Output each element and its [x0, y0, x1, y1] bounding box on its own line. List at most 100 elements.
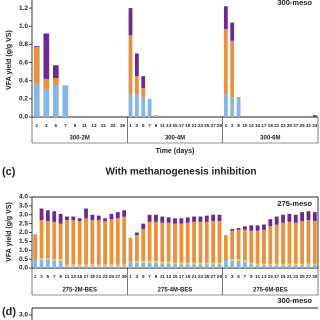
bar-segment	[236, 229, 241, 260]
annotation: 300-meso	[277, 296, 312, 305]
bar-segment	[33, 83, 40, 117]
y-tick-label: 0.4	[19, 77, 28, 84]
bar-segment	[230, 259, 235, 261]
x-tick-label: 27	[293, 123, 299, 128]
x-tick-label: 9	[155, 274, 158, 279]
bar-segment	[262, 224, 266, 230]
bar-segment	[65, 264, 69, 267]
bar-segment	[52, 211, 57, 222]
panel-label: (c)	[2, 166, 16, 178]
bar-segment	[160, 263, 165, 268]
bar-segment	[300, 263, 305, 266]
bar-segment	[134, 235, 139, 261]
bar-segment	[281, 222, 285, 264]
x-tick-label: 15	[172, 123, 178, 128]
x-tick-label: 25	[204, 274, 210, 279]
bar-segment	[65, 266, 69, 268]
bar-segment	[154, 260, 158, 263]
x-tick-label: 1	[225, 274, 228, 279]
bar-segment	[96, 264, 101, 267]
group-label: 275-4M-BES	[158, 288, 193, 294]
bar-segment	[141, 76, 146, 88]
bar-segment	[300, 220, 305, 264]
x-tick-label: 13	[71, 274, 77, 279]
x-tick-label: 23	[103, 274, 109, 279]
x-tick-label: 5	[142, 123, 145, 128]
bar-segment	[211, 262, 216, 265]
bar-segment	[249, 262, 254, 265]
bar-segment	[160, 216, 165, 223]
bar-segment	[255, 263, 260, 266]
bar-segment	[39, 260, 44, 268]
bar-segment	[173, 218, 177, 224]
bar-segment	[84, 208, 88, 219]
bar-segment	[128, 237, 133, 262]
x-tick-label: 21	[287, 274, 293, 279]
bar-segment	[58, 213, 63, 224]
x-tick-label: 29	[300, 123, 306, 128]
x-tick-label: 23	[198, 123, 204, 128]
bar-segment	[287, 213, 292, 222]
bar-segment	[39, 208, 44, 221]
bar-segment	[306, 211, 311, 221]
bar-segment	[141, 223, 146, 229]
bar-segment	[198, 264, 203, 268]
x-tick-label: 1	[129, 274, 132, 279]
bar-segment	[84, 266, 88, 268]
bar-segment	[33, 234, 38, 261]
bar-segment	[58, 223, 63, 260]
bar-segment	[312, 220, 317, 264]
bar-segment	[230, 230, 235, 260]
bar-segment	[230, 260, 235, 268]
bar-segment	[115, 212, 120, 219]
bar-segment	[103, 264, 107, 267]
bar-segment	[141, 87, 146, 98]
bar-segment	[147, 98, 152, 117]
bar-segment	[43, 33, 50, 79]
x-tick-label: 13	[166, 123, 172, 128]
bar-segment	[71, 264, 76, 267]
x-tick-label: 17	[274, 274, 280, 279]
bar-segment	[96, 266, 101, 268]
bar-segment	[134, 76, 139, 95]
bar-segment	[84, 264, 88, 267]
bar-segment	[45, 220, 50, 259]
bar-segment	[236, 228, 241, 230]
x-tick-label: 25	[204, 123, 210, 128]
x-tick-label: 29	[120, 123, 126, 128]
bar-segment	[173, 223, 177, 263]
bar-segment	[128, 35, 133, 95]
bar-segment	[236, 97, 241, 99]
bar-segment	[223, 6, 228, 29]
bar-segment	[115, 264, 120, 267]
y-tick-label: 1.0	[19, 247, 28, 254]
bar-segment	[128, 261, 133, 268]
x-tick-label: 11	[160, 274, 165, 279]
bar-segment	[128, 8, 133, 36]
bar-segment	[103, 266, 107, 268]
x-tick-label: 19	[268, 123, 274, 128]
x-tick-label: 23	[198, 274, 204, 279]
bar-segment	[90, 214, 95, 221]
bar-segment	[52, 85, 59, 117]
x-tick-label: 7	[53, 274, 56, 279]
y-axis-title: VFA yield (g/g VS)	[6, 202, 13, 262]
bar-segment	[115, 218, 120, 265]
x-tick-label: 27	[211, 274, 217, 279]
bar-segment	[179, 262, 184, 265]
x-tick-label: 27	[211, 123, 217, 128]
bar-segment	[312, 263, 317, 266]
bar-segment	[192, 216, 196, 222]
x-tick-label: 7	[64, 123, 67, 128]
bar-segment	[312, 265, 317, 268]
bar-segment	[33, 46, 40, 48]
x-tick-label: 5	[55, 123, 58, 128]
bar-segment	[77, 220, 82, 265]
bar-segment	[293, 263, 298, 266]
bar-segment	[122, 216, 127, 265]
y-tick-label: 2.5	[19, 220, 28, 227]
bar-segment	[77, 218, 82, 221]
bar-segment	[185, 262, 190, 265]
y-tick-label: 0.6	[19, 59, 28, 66]
bar-segment	[62, 85, 69, 117]
